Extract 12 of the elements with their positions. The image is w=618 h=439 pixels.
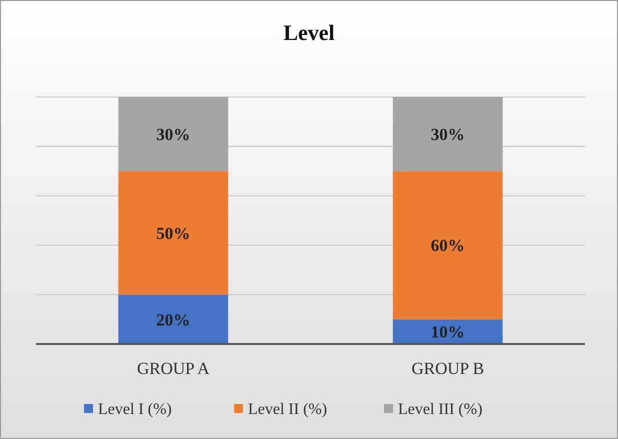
chart-title: Level bbox=[283, 20, 335, 45]
data-label: 20% bbox=[156, 310, 190, 330]
data-label: 50% bbox=[156, 224, 190, 243]
data-label: 30% bbox=[430, 125, 465, 144]
legend-label: Level II (%) bbox=[248, 401, 328, 418]
legend-label: Level I (%) bbox=[98, 401, 172, 418]
data-label: 10% bbox=[430, 322, 465, 342]
x-tick-label: GROUP A bbox=[136, 359, 210, 378]
x-tick-label: GROUP B bbox=[411, 359, 484, 378]
data-label: 30% bbox=[156, 125, 190, 144]
legend-label: Level III (%) bbox=[398, 401, 482, 418]
data-label: 60% bbox=[430, 236, 465, 256]
